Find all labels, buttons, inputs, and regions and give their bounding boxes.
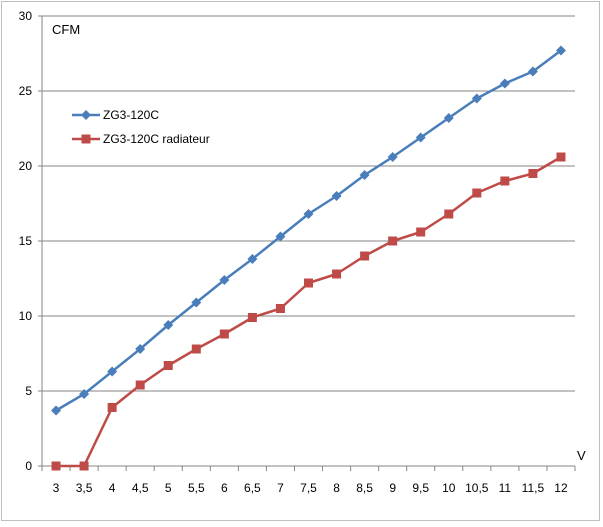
data-point [555, 45, 566, 56]
x-tick-label: 4 [109, 481, 116, 495]
data-point [388, 236, 398, 246]
legend-entry: ZG3-120C radiateur [72, 132, 210, 146]
data-point [163, 320, 174, 330]
x-tick-label: 11 [499, 481, 512, 495]
x-tick-label: 3 [53, 481, 60, 495]
x-tick-label: 9 [389, 481, 396, 495]
x-tick-label: 5 [165, 481, 172, 495]
data-point [275, 231, 286, 242]
data-point [107, 366, 118, 377]
x-tick-label: 3,5 [76, 481, 93, 495]
y-axis-label: CFM [52, 22, 80, 37]
data-point [444, 209, 454, 219]
legend-label: ZG3-120C [103, 108, 159, 122]
gridlines [42, 15, 575, 392]
legend-marker [81, 134, 91, 144]
data-point [360, 251, 370, 261]
data-point [528, 169, 538, 178]
data-point [51, 405, 62, 416]
data-point [500, 176, 510, 186]
x-tick-label: 8,5 [356, 481, 373, 495]
y-tick-label: 10 [19, 309, 33, 323]
data-point [443, 113, 454, 123]
x-tick-label: 10 [442, 481, 456, 495]
x-tick-label: 5,5 [188, 481, 205, 495]
x-axis-label: V [577, 448, 586, 463]
data-point [135, 344, 146, 354]
series-line [56, 155, 562, 468]
data-point [527, 66, 538, 77]
y-tick-label: 5 [25, 384, 32, 398]
axes [38, 15, 576, 471]
x-tick-label: 11,5 [522, 481, 545, 495]
y-tick-label: 0 [25, 459, 32, 473]
data-point [332, 269, 342, 279]
x-tick-label: 7 [277, 481, 284, 495]
legend-label: ZG3-120C radiateur [103, 132, 210, 146]
data-point [499, 78, 510, 89]
legend: ZG3-120C ZG3-120C radiateur [72, 108, 210, 146]
data-point [51, 461, 61, 471]
data-point [107, 403, 117, 412]
y-tick-label: 20 [19, 159, 33, 173]
data-point [219, 275, 230, 285]
data-point [472, 188, 482, 198]
series-line [55, 49, 562, 412]
x-tick-label: 6 [221, 481, 228, 495]
data-point [191, 297, 202, 308]
data-point [359, 170, 370, 180]
data-point [135, 380, 145, 390]
data-point [303, 209, 314, 219]
x-tick-label: 10,5 [465, 481, 489, 495]
data-point [275, 304, 285, 313]
data-point [247, 254, 258, 264]
x-tick-label: 8 [333, 481, 340, 495]
data-point [163, 361, 173, 370]
data-point [304, 278, 313, 288]
series-1 [51, 45, 566, 416]
data-point [387, 152, 398, 162]
legend-entry: ZG3-120C [72, 108, 159, 122]
x-tick-label: 6,5 [244, 481, 261, 495]
data-point [556, 152, 566, 162]
data-point [416, 227, 426, 237]
data-point [79, 461, 89, 471]
data-point [415, 132, 426, 143]
y-tick-label: 25 [19, 84, 33, 98]
series [51, 45, 566, 471]
y-tick-label: 30 [19, 9, 33, 23]
x-tick-label: 9,5 [412, 481, 429, 495]
x-tick-label: 7,5 [300, 481, 317, 495]
data-point [247, 313, 257, 322]
series-2 [51, 152, 566, 471]
y-tick-label: 15 [19, 234, 33, 248]
x-tick-label: 12 [554, 481, 568, 495]
data-point [191, 344, 201, 354]
data-point [471, 93, 482, 104]
data-point [79, 389, 90, 399]
legend-marker [81, 110, 91, 120]
x-tick-label: 4,5 [132, 481, 149, 495]
tick-labels: 0 5 10 15 20 25 30 3 3,5 4 4,5 5 5,5 6 6,5 7 7,5 8 8,5 9 9,5… [19, 9, 568, 495]
data-point [219, 329, 229, 339]
data-point [331, 191, 342, 201]
